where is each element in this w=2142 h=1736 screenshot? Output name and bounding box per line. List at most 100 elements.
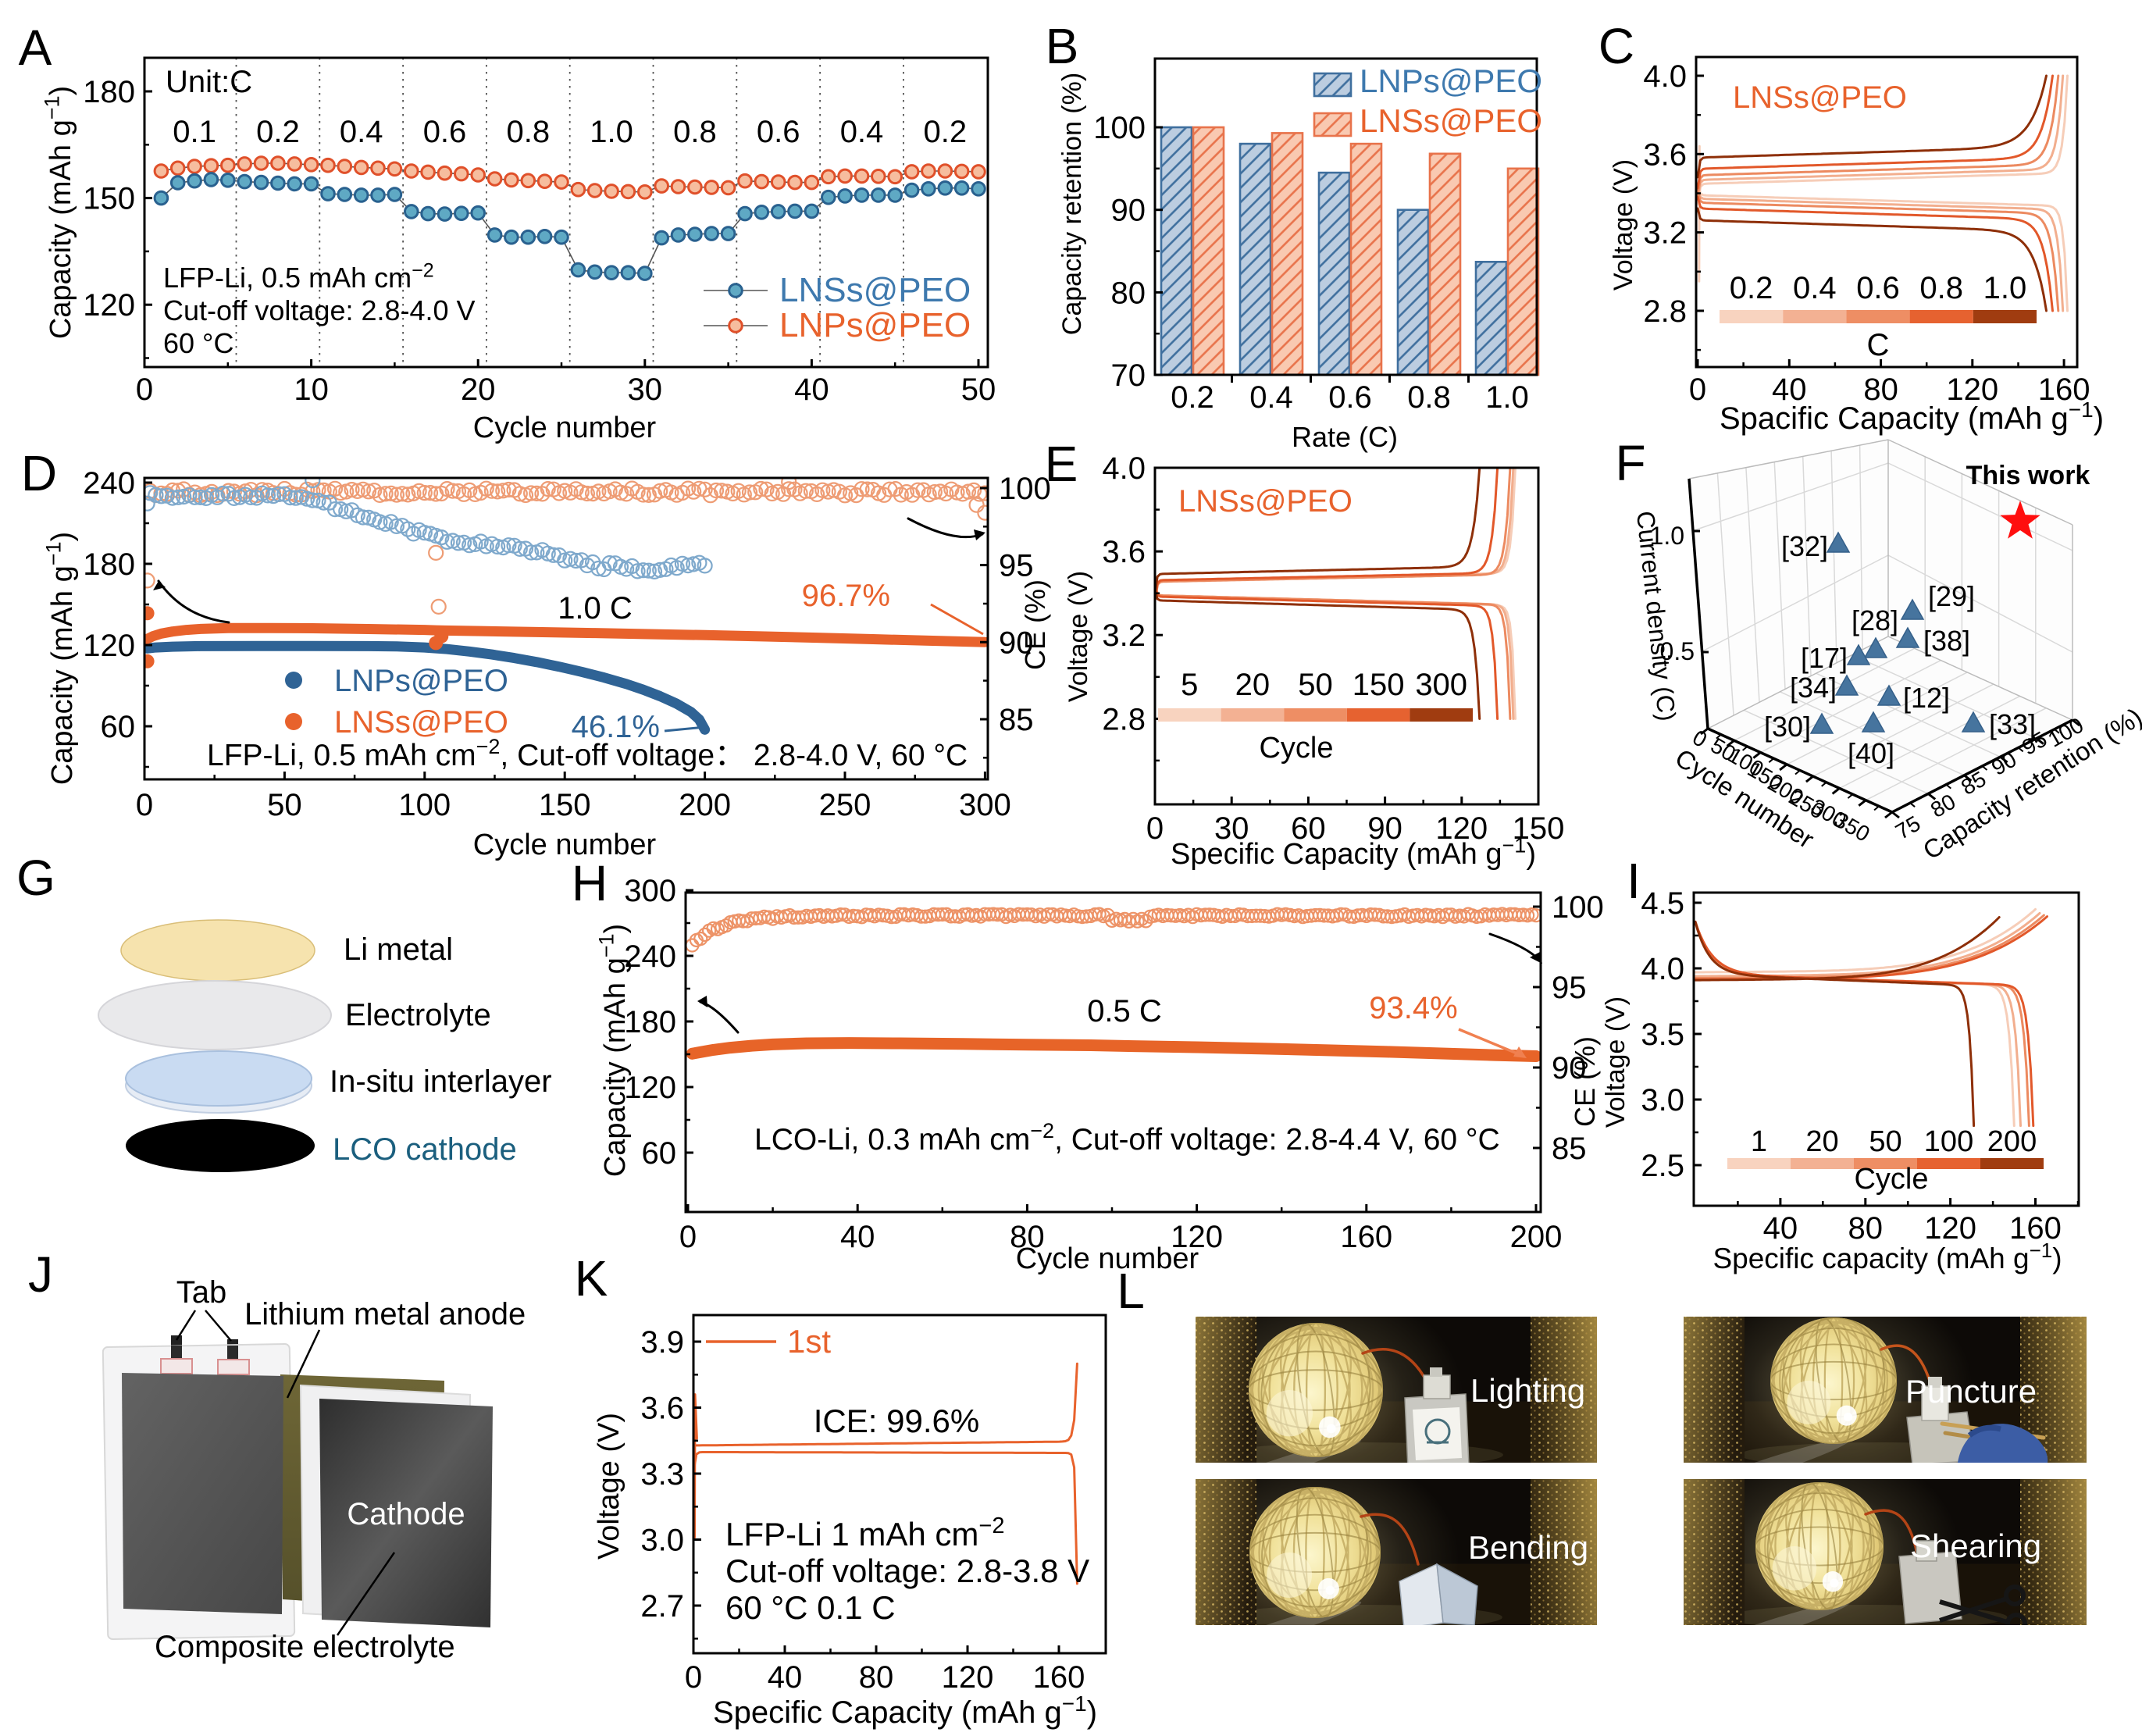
svg-text:E: E	[1045, 436, 1078, 492]
svg-text:LCO-Li, 0.3 mAh cm−2, Cut-off: LCO-Li, 0.3 mAh cm−2, Cut-off voltage: 2…	[754, 1119, 1500, 1157]
svg-text:Cycle number: Cycle number	[1016, 1242, 1199, 1275]
svg-text:Li metal: Li metal	[344, 932, 453, 967]
svg-text:0.8: 0.8	[1919, 271, 1963, 305]
svg-text:80: 80	[1111, 276, 1146, 310]
svg-text:160: 160	[1033, 1660, 1085, 1695]
svg-text:Unit:C: Unit:C	[166, 65, 252, 99]
svg-text:[32]: [32]	[1781, 530, 1828, 562]
svg-text:90: 90	[1367, 811, 1402, 846]
svg-text:A: A	[19, 20, 52, 76]
svg-text:1.0: 1.0	[1650, 522, 1684, 550]
svg-text:100: 100	[1924, 1125, 1973, 1158]
svg-text:Voltage (V): Voltage (V)	[1064, 571, 1093, 702]
svg-text:160: 160	[1340, 1220, 1392, 1254]
svg-text:J: J	[28, 1246, 53, 1303]
svg-text:0: 0	[1146, 811, 1164, 846]
svg-text:[38]: [38]	[1923, 625, 1970, 657]
svg-text:Capacity (mAh g−1): Capacity (mAh g−1)	[41, 86, 77, 339]
svg-text:0.5 C: 0.5 C	[1087, 994, 1162, 1028]
svg-text:100: 100	[1552, 890, 1604, 925]
svg-text:3.0: 3.0	[1641, 1083, 1684, 1118]
svg-text:240: 240	[624, 939, 676, 974]
svg-text:0: 0	[136, 373, 153, 407]
svg-text:1.0: 1.0	[1485, 380, 1529, 415]
svg-text:0.2: 0.2	[923, 115, 967, 149]
svg-text:120: 120	[1171, 1220, 1223, 1254]
svg-text:Lighting: Lighting	[1470, 1372, 1585, 1409]
svg-text:120: 120	[942, 1660, 994, 1695]
svg-text:Shearing: Shearing	[1910, 1527, 2041, 1564]
svg-text:Puncture: Puncture	[1905, 1373, 2037, 1410]
svg-text:B: B	[1046, 18, 1079, 74]
svg-text:[34]: [34]	[1790, 672, 1837, 704]
svg-text:50: 50	[961, 373, 996, 407]
svg-text:85: 85	[999, 703, 1034, 737]
svg-text:Rate (C): Rate (C)	[1292, 421, 1398, 453]
svg-text:2.5: 2.5	[1641, 1149, 1684, 1183]
svg-text:[40]: [40]	[1848, 737, 1894, 769]
svg-text:80: 80	[1863, 373, 1898, 407]
svg-text:0.1: 0.1	[173, 115, 216, 149]
svg-text:0.4: 0.4	[1793, 271, 1837, 305]
svg-text:LNSs@PEO: LNSs@PEO	[334, 705, 508, 740]
svg-text:0.6: 0.6	[1856, 271, 1900, 305]
svg-text:90: 90	[999, 626, 1034, 660]
svg-text:Cycle: Cycle	[1259, 732, 1333, 765]
svg-text:[12]: [12]	[1903, 682, 1950, 714]
svg-text:46.1%: 46.1%	[572, 710, 660, 744]
svg-text:LNSs@PEO: LNSs@PEO	[1360, 102, 1542, 139]
svg-text:0.2: 0.2	[1171, 380, 1214, 415]
svg-text:1: 1	[1751, 1125, 1767, 1158]
svg-text:Cycle number: Cycle number	[473, 829, 657, 861]
svg-text:120: 120	[1924, 1211, 1976, 1246]
svg-text:3.2: 3.2	[1102, 618, 1146, 653]
svg-text:30: 30	[628, 373, 663, 407]
svg-text:ICE: 99.6%: ICE: 99.6%	[814, 1403, 979, 1439]
svg-text:200: 200	[1510, 1220, 1563, 1254]
svg-text:Cathode: Cathode	[347, 1497, 465, 1531]
svg-text:150: 150	[539, 788, 591, 822]
svg-text:Cycle: Cycle	[1854, 1163, 1928, 1196]
svg-text:3.6: 3.6	[1643, 137, 1687, 172]
svg-text:C: C	[1598, 18, 1634, 74]
svg-text:40: 40	[794, 373, 829, 407]
svg-text:K: K	[575, 1250, 608, 1306]
svg-text:40: 40	[768, 1660, 803, 1695]
svg-text:LNPs@PEO: LNPs@PEO	[334, 664, 508, 698]
svg-text:0.4: 0.4	[1249, 380, 1293, 415]
svg-text:LNSs@PEO: LNSs@PEO	[1733, 80, 1907, 115]
svg-text:Tab: Tab	[176, 1275, 227, 1310]
svg-text:200: 200	[679, 788, 731, 822]
svg-text:4.0: 4.0	[1102, 451, 1146, 486]
svg-text:2.7: 2.7	[640, 1589, 684, 1624]
svg-text:85: 85	[1552, 1132, 1587, 1166]
svg-text:Spacific Capacity (mAh g−1): Spacific Capacity (mAh g−1)	[1720, 397, 2104, 436]
svg-text:0.8: 0.8	[506, 115, 550, 149]
svg-text:4.0: 4.0	[1641, 952, 1684, 986]
svg-text:3.5: 3.5	[1641, 1018, 1684, 1052]
svg-text:0.2: 0.2	[256, 115, 300, 149]
svg-text:100: 100	[999, 472, 1051, 506]
svg-text:Lithium metal anode: Lithium metal anode	[244, 1297, 526, 1331]
svg-text:90: 90	[1111, 194, 1146, 228]
svg-text:20: 20	[1235, 668, 1271, 702]
svg-text:Specific Capacity (mAh g−1): Specific Capacity (mAh g−1)	[1171, 834, 1536, 871]
svg-text:Voltage (V): Voltage (V)	[1609, 159, 1638, 291]
svg-text:30: 30	[1214, 811, 1249, 846]
svg-text:LNSs@PEO: LNSs@PEO	[1178, 484, 1353, 519]
svg-text:300: 300	[959, 788, 1011, 822]
svg-text:3.6: 3.6	[640, 1392, 684, 1426]
svg-text:40: 40	[1763, 1211, 1798, 1246]
svg-text:LFP-Li, 0.5 mAh cm−2: LFP-Li, 0.5 mAh cm−2	[163, 259, 434, 294]
svg-text:LNSs@PEO: LNSs@PEO	[779, 271, 971, 309]
svg-text:H: H	[572, 855, 608, 911]
svg-text:This work: This work	[1966, 461, 2090, 490]
svg-text:Bending: Bending	[1468, 1529, 1588, 1566]
svg-text:60: 60	[101, 710, 136, 744]
svg-text:50: 50	[1869, 1125, 1901, 1158]
svg-text:90: 90	[1552, 1051, 1587, 1085]
svg-text:Capacity retention (%): Capacity retention (%)	[1057, 73, 1087, 335]
svg-text:0: 0	[685, 1660, 702, 1695]
svg-text:80: 80	[859, 1660, 894, 1695]
svg-text:200: 200	[1987, 1125, 2037, 1158]
